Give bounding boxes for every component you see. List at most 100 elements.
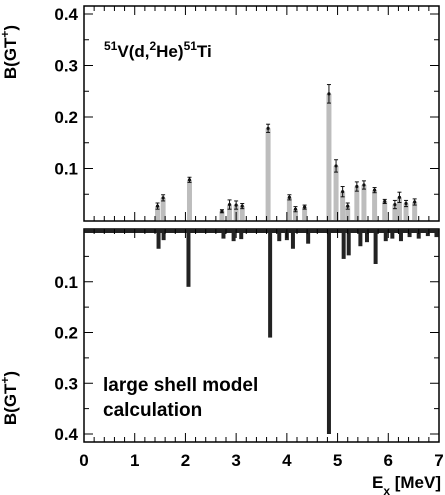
bottom-bar xyxy=(290,231,295,249)
data-point xyxy=(327,92,331,96)
top-bar xyxy=(354,186,360,220)
data-point xyxy=(266,126,270,130)
title-mass-pre: 51 xyxy=(104,39,118,53)
data-point xyxy=(346,204,350,208)
bottom-bar xyxy=(186,231,191,287)
data-point xyxy=(303,205,307,209)
top-plot-frame xyxy=(83,5,440,222)
xlabel-unit: [MeV] xyxy=(390,473,441,492)
xlabel-base: E xyxy=(372,473,383,492)
top-bar xyxy=(392,204,398,220)
top-bar xyxy=(219,211,225,220)
bottom-y-axis-label: B(GT+) xyxy=(0,371,20,425)
top-bar xyxy=(340,191,346,220)
x-tick-label: 3 xyxy=(231,451,240,470)
data-point xyxy=(404,201,408,206)
title-a: V(d, xyxy=(117,42,149,61)
bottom-bar xyxy=(346,231,351,256)
top-error-bars xyxy=(155,84,417,214)
data-point xyxy=(393,202,397,207)
data-point xyxy=(234,203,238,207)
top-y-tick-label: 0.2 xyxy=(54,108,78,127)
top-bar xyxy=(403,203,409,220)
top-bar xyxy=(239,206,245,220)
bottom-bar xyxy=(156,231,161,249)
data-point xyxy=(362,183,366,187)
top-ylabel-sup: + xyxy=(0,31,12,38)
top-y-axis-label: B(GT+) xyxy=(0,25,20,79)
x-tick-label: 5 xyxy=(333,451,342,470)
data-point xyxy=(383,199,387,204)
data-point xyxy=(220,209,224,213)
x-tick-label: 1 xyxy=(130,451,139,470)
top-bar xyxy=(345,206,351,220)
top-bar xyxy=(333,165,339,220)
bottom-bar xyxy=(373,231,378,264)
top-bar xyxy=(412,201,418,220)
data-point xyxy=(155,204,160,208)
bottom-bar xyxy=(383,231,388,242)
data-point xyxy=(397,195,402,199)
top-ylabel-base: B(GT xyxy=(1,37,20,79)
x-tick-label: 0 xyxy=(79,451,88,470)
bottom-bar xyxy=(306,231,311,244)
title-sup2: 2 xyxy=(149,39,156,53)
top-y-tick-label: 0.1 xyxy=(54,160,78,179)
top-bar xyxy=(286,197,292,220)
annotation-line-1: large shell model xyxy=(103,375,258,396)
bot-ylabel-sup: + xyxy=(0,377,12,384)
top-bar xyxy=(265,128,271,220)
top-bars xyxy=(155,93,418,220)
bottom-bar xyxy=(416,231,421,239)
top-bar xyxy=(302,207,308,220)
title-mass-post: 51 xyxy=(184,39,198,53)
bottom-bar xyxy=(398,231,403,242)
bottom-bar xyxy=(358,231,363,247)
bottom-bar xyxy=(239,231,244,240)
bottom-bar xyxy=(326,231,331,434)
bottom-bar xyxy=(425,231,430,237)
data-point xyxy=(287,195,291,199)
data-point xyxy=(161,196,165,200)
data-point xyxy=(341,190,345,194)
bottom-bar xyxy=(277,231,282,242)
bottom-bar xyxy=(390,231,395,239)
top-y-tick-label: 0.3 xyxy=(54,57,78,76)
bottom-axis-ticks: 0.1 0.2 0.3 0.40 1 2 3 4 5 6 7 xyxy=(54,229,444,470)
bot-ylabel-base: B(GT xyxy=(1,383,20,425)
bottom-bar xyxy=(231,231,236,242)
bottom-bar xyxy=(364,231,369,243)
x-tick-label: 2 xyxy=(181,451,190,470)
bottom-y-tick-label: 0.3 xyxy=(54,374,78,393)
bottom-bar xyxy=(341,231,346,259)
bottom-bar xyxy=(268,231,273,338)
top-axis-ticks: 0.1 0.2 0.3 0.4 xyxy=(54,5,440,221)
x-tick-label: 4 xyxy=(282,451,292,470)
data-point xyxy=(413,200,417,204)
bottom-panel: 0.1 0.2 0.3 0.40 1 2 3 4 5 6 7 large shell model c… xyxy=(0,228,444,495)
top-panel: 0.10.20.30.4 51V(d,2He)51Ti B(GT+) xyxy=(0,5,440,222)
title-c: Ti xyxy=(197,42,212,61)
data-point xyxy=(293,207,298,211)
bottom-y-tick-label: 0.4 xyxy=(54,425,78,444)
top-bar xyxy=(372,190,378,220)
top-bar xyxy=(160,197,166,220)
top-bar xyxy=(326,93,332,220)
top-bar xyxy=(396,197,402,220)
x-tick-label: 6 xyxy=(384,451,393,470)
top-bar xyxy=(292,209,298,220)
x-axis-label: Ex [MeV] xyxy=(372,473,441,495)
bottom-bars xyxy=(156,231,439,434)
top-bar xyxy=(382,201,388,220)
data-point xyxy=(334,164,338,168)
top-y-tick-label: 0.4 xyxy=(54,5,78,24)
data-point xyxy=(372,188,377,192)
bottom-bar xyxy=(434,231,439,238)
top-bar xyxy=(155,206,161,220)
bottom-y-tick-label: 0.1 xyxy=(54,273,78,292)
top-bar xyxy=(186,179,192,220)
title-b: He) xyxy=(156,42,183,61)
top-ylabel-close: ) xyxy=(1,25,20,31)
top-bar xyxy=(227,204,233,220)
